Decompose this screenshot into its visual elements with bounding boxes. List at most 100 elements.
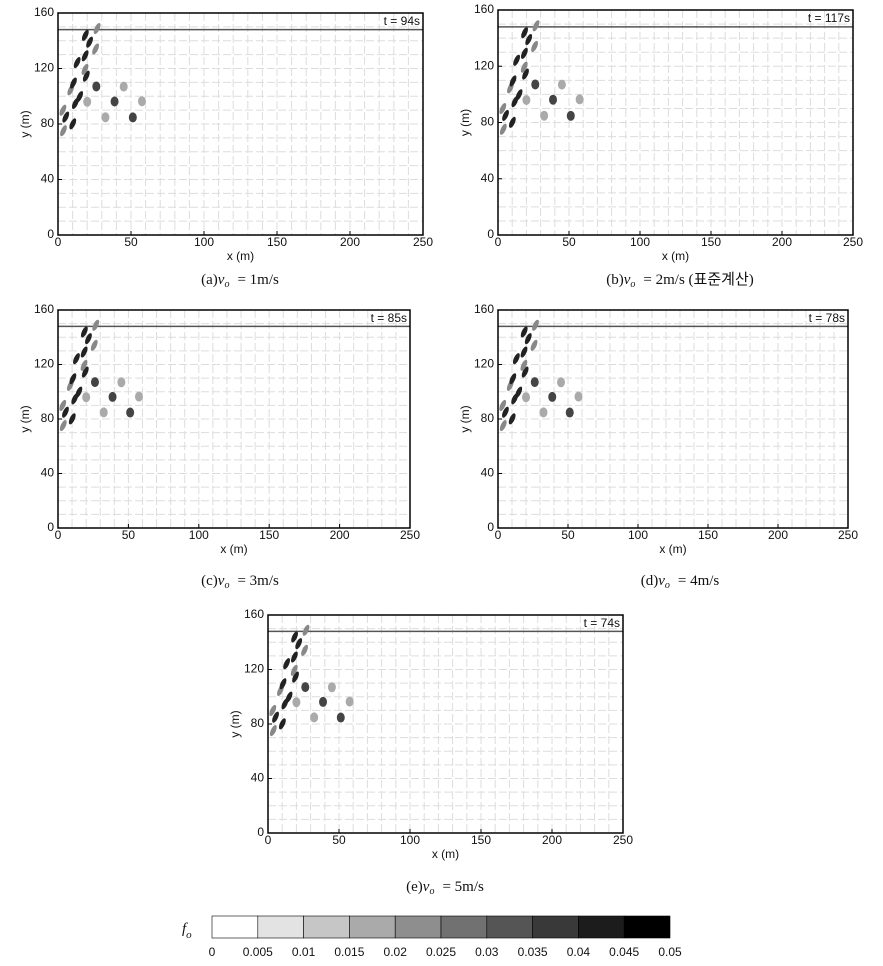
caption-rest: = 4m/s: [678, 573, 720, 589]
caption-sub: o: [429, 886, 434, 897]
y-tick-label: 120: [34, 61, 54, 75]
contour-blob: [302, 624, 310, 636]
time-label: t = 74s: [584, 616, 620, 630]
y-tick-label: 40: [251, 771, 265, 785]
colorbar-tick-label: 0: [209, 945, 216, 959]
contour-blob: [85, 333, 92, 345]
contour-blob: [126, 407, 135, 418]
colorbar-sub: o: [186, 929, 192, 941]
plot-frame: [497, 309, 849, 529]
contour-blob: [68, 413, 76, 425]
y-tick-label: 40: [481, 466, 495, 480]
contour-blob: [269, 725, 277, 737]
time-label: t = 78s: [809, 311, 845, 325]
contour-blob: [509, 75, 517, 87]
x-axis-label: x (m): [227, 249, 254, 263]
x-tick-label: 50: [561, 528, 575, 542]
plot-frame: [57, 12, 424, 236]
contour-blob: [92, 43, 99, 55]
y-tick-label: 80: [481, 115, 495, 129]
x-tick-label: 150: [259, 528, 279, 542]
contour-blob: [86, 36, 93, 48]
contour-blob: [278, 718, 286, 730]
x-tick-label: 250: [413, 235, 433, 249]
contour-blob: [508, 413, 516, 425]
colorbar-tick-label: 0.045: [609, 945, 639, 959]
contour-blob: [83, 96, 92, 107]
y-tick-label: 40: [41, 172, 55, 186]
contour-blob: [539, 407, 548, 418]
panel: 0 50 100 150 200 250 0 40 80 120 160 t = 74s x (m) y …: [228, 607, 633, 897]
y-tick-label: 0: [487, 227, 494, 241]
caption-sub: o: [630, 279, 635, 290]
contour-blob: [345, 696, 354, 707]
caption-sub: o: [224, 580, 229, 591]
x-tick-label: 250: [843, 235, 863, 249]
caption-var: v: [658, 573, 665, 589]
caption: (b)vo = 2m/s (표준계산): [606, 271, 754, 290]
y-tick-label: 80: [41, 411, 55, 425]
colorbar-cell: [440, 915, 488, 939]
contour-blob: [80, 359, 88, 371]
colorbar-cell: [578, 915, 625, 939]
y-tick-label: 0: [487, 520, 494, 534]
contour-blob: [283, 658, 291, 670]
x-axis-label: x (m): [220, 542, 247, 556]
x-tick-label: 0: [55, 235, 62, 249]
caption-panel: (b): [606, 272, 624, 288]
time-label: t = 117s: [808, 11, 850, 25]
contour-blob: [521, 366, 529, 378]
colorbar-tick-label: 0.05: [658, 945, 682, 959]
contour-blob: [531, 79, 540, 90]
panel: 0 50 100 150 200 250 0 40 80 120 160 t = 85s x (m) y …: [18, 302, 420, 591]
x-tick-label: 100: [630, 235, 650, 249]
x-tick-label: 150: [267, 235, 287, 249]
colorbar-cell: [349, 915, 396, 939]
colorbar-tick-label: 0.03: [475, 945, 499, 959]
contour-blob: [530, 377, 539, 388]
y-axis-label: y (m): [458, 405, 472, 432]
x-tick-label: 100: [628, 528, 648, 542]
x-tick-label: 100: [189, 528, 209, 542]
contour-blob: [532, 20, 540, 32]
colorbar-tick-label: 0.025: [426, 945, 456, 959]
contour-blob: [502, 406, 509, 418]
contour-blob: [515, 386, 523, 398]
contour-blob: [90, 339, 98, 351]
y-tick-label: 160: [34, 302, 54, 316]
contour-blob: [499, 123, 507, 135]
y-tick-label: 160: [34, 5, 54, 19]
contour-blob: [499, 420, 507, 432]
contour-blob: [319, 696, 328, 707]
contour-blob: [59, 420, 67, 432]
caption-rest: = 1m/s: [237, 272, 279, 288]
contour-blob: [520, 326, 528, 338]
colorbar-cell: [211, 915, 259, 939]
caption-var: v: [423, 879, 430, 895]
contour-blob: [549, 94, 558, 105]
contour-blob: [520, 359, 528, 371]
y-tick-label: 0: [257, 825, 264, 839]
colorbar-symbol: f: [182, 921, 188, 937]
y-tick-label: 160: [474, 2, 494, 16]
contour-blob: [524, 333, 532, 345]
y-tick-label: 160: [474, 302, 494, 316]
caption-panel: (d): [641, 573, 659, 589]
caption: (c)vo = 3m/s: [201, 573, 279, 591]
contour-blob: [310, 712, 319, 723]
contour-blob: [530, 339, 538, 351]
contour-blob: [522, 68, 529, 80]
x-axis-label: x (m): [432, 847, 459, 861]
x-tick-label: 100: [400, 833, 420, 847]
y-tick-label: 120: [34, 357, 54, 371]
x-tick-label: 50: [332, 833, 346, 847]
y-tick-label: 80: [481, 411, 495, 425]
caption: (e)vo = 5m/s: [406, 879, 484, 897]
contour-blob: [520, 61, 528, 73]
caption: (d)vo = 4m/s: [641, 573, 720, 591]
y-tick-label: 160: [244, 607, 264, 621]
x-axis-label: x (m): [659, 542, 686, 556]
contour-blob: [295, 638, 303, 650]
contour-blob: [110, 96, 119, 107]
y-tick-label: 0: [47, 520, 54, 534]
